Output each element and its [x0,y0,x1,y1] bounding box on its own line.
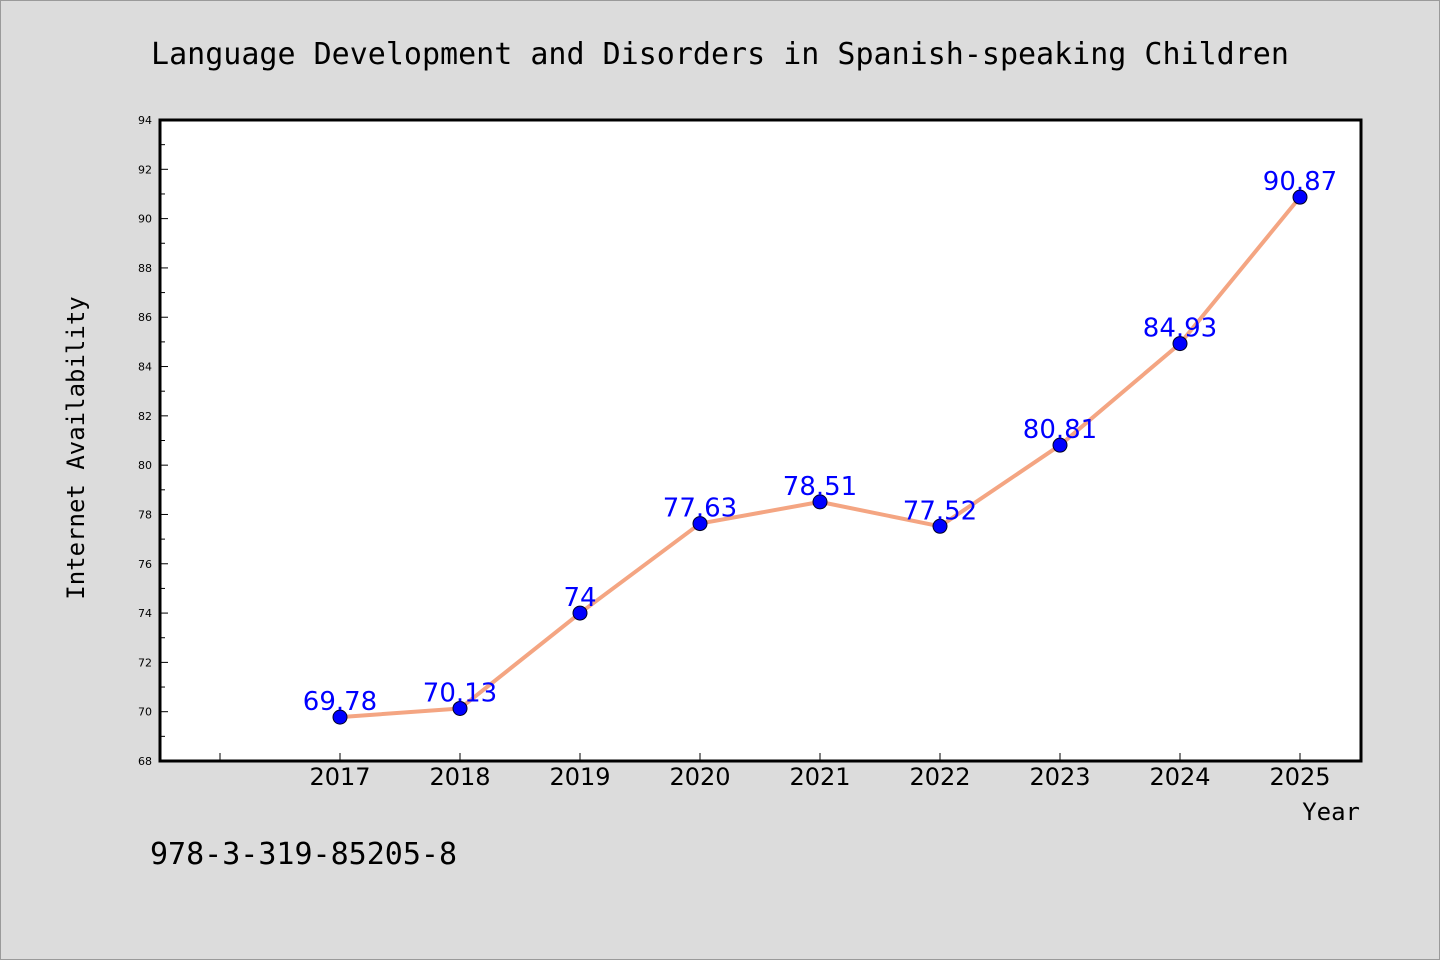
x-tick-label: 2023 [1029,763,1090,791]
data-label: 84.93 [1143,314,1217,344]
y-tick-label: 90 [138,213,152,226]
x-tick-label: 2018 [429,763,490,791]
data-point [1292,189,1308,205]
x-tick-label: 2019 [549,763,610,791]
data-labels: 69.78 70.13 74 77.63 78.51 77.52 80.81 84.93 90.… [303,167,1337,717]
x-axis: 2017 2018 2019 2020 2021 2022 2023 2024 2025 [219,753,1331,791]
data-label: 70.13 [423,678,497,708]
y-tick-label: 94 [138,114,152,127]
data-point [932,518,948,534]
data-point [1052,437,1068,453]
data-point [452,700,468,716]
data-label: 78.51 [783,472,857,502]
y-tick-label: 80 [138,459,152,472]
y-axis-title: Internet Availability [62,296,90,599]
data-label: 74 [563,583,596,613]
y-axis: 68 70 72 74 76 78 80 82 84 86 88 90 92 94 [138,114,168,768]
x-tick-label: 2025 [1269,763,1330,791]
x-tick-label: 2017 [309,763,370,791]
data-point [332,709,348,725]
y-tick-label: 74 [138,607,152,620]
y-tick-label: 78 [138,508,152,521]
x-tick-label: 2022 [909,763,970,791]
x-tick-label: 2024 [1149,763,1210,791]
y-tick-label: 70 [138,706,152,719]
data-label: 69.78 [303,687,377,717]
chart-title: Language Development and Disorders in Sp… [151,37,1289,72]
y-tick-label: 68 [138,755,152,768]
y-tick-label: 76 [138,558,152,571]
y-tick-label: 84 [138,361,152,374]
data-point [812,494,828,510]
data-label: 80.81 [1023,415,1097,445]
data-point [1172,336,1188,352]
y-tick-label: 88 [138,262,152,275]
y-tick-label: 92 [138,163,152,176]
data-markers [332,189,1308,725]
data-label: 77.52 [903,496,977,526]
x-tick-label: 2021 [789,763,850,791]
data-label: 90.87 [1263,167,1337,197]
y-tick-label: 82 [138,410,152,423]
data-point [572,605,588,621]
data-point [692,516,708,532]
x-tick-label: 2020 [669,763,730,791]
y-tick-label: 86 [138,311,152,324]
isbn-text: 978-3-319-85205-8 [150,837,457,872]
plot-area [158,118,1363,763]
y-tick-label: 72 [138,656,152,669]
data-label: 77.63 [663,494,737,524]
x-axis-title: Year [1302,798,1360,826]
